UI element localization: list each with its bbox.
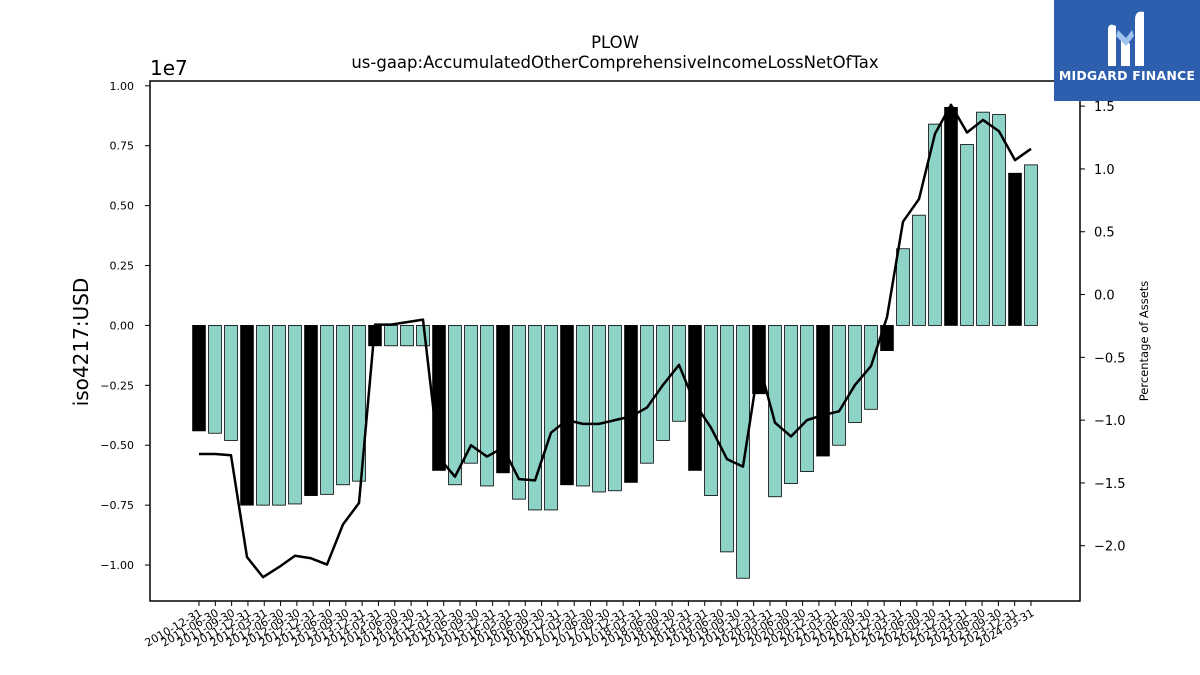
bar: [784, 325, 798, 484]
bar: [768, 325, 782, 498]
y-offset-label: 1e7: [150, 56, 188, 80]
y-tick-label: 0.00: [110, 319, 135, 332]
y-tick-label: 0.25: [110, 260, 135, 273]
y2-tick-label: −1.0: [1094, 414, 1126, 429]
bar: [336, 325, 350, 486]
y2-tick-label: 1.0: [1094, 163, 1115, 178]
bar: [512, 325, 526, 500]
y-tick-label: −0.75: [100, 499, 134, 512]
bar: [832, 325, 846, 446]
bar: [896, 248, 910, 326]
bar: [400, 325, 414, 347]
y-tick-label: 0.75: [110, 140, 135, 153]
bar: [224, 325, 238, 441]
bar: [352, 325, 366, 482]
logo-text: MIDGARD FINANCE: [1058, 68, 1196, 83]
bar: [992, 114, 1006, 326]
bar: [816, 325, 830, 457]
bar: [800, 325, 814, 473]
bar: [640, 325, 654, 464]
series-line: [199, 103, 1032, 579]
y2-axis-label: Percentage of Assets: [1137, 281, 1151, 402]
bar: [736, 325, 750, 579]
line-layer: [199, 103, 1032, 579]
bar: [592, 325, 606, 493]
bars: [192, 106, 1038, 579]
bar: [560, 325, 574, 486]
bar: [448, 325, 462, 486]
bar: [912, 214, 926, 326]
y2-tick-label: 1.5: [1094, 100, 1115, 115]
bar: [496, 325, 510, 474]
y2-tick-label: −2.0: [1094, 540, 1126, 555]
axes: [149, 80, 1081, 602]
bar: [288, 325, 302, 505]
logo: MIDGARD FINANCE: [1054, 0, 1200, 101]
bar: [480, 325, 494, 487]
bar: [256, 325, 270, 506]
y2-axis-ticks: −2.0 −1.5 −1.0 −0.5 0.0 0.5 1.0 1.5: [1080, 100, 1126, 555]
bar: [576, 325, 590, 487]
y-tick-label: −1.00: [100, 559, 134, 572]
bar: [192, 325, 206, 432]
bar: [384, 325, 398, 347]
bar: [928, 123, 942, 326]
y-tick-label: 1.00: [110, 80, 135, 93]
y2-tick-label: 0.0: [1094, 289, 1115, 304]
bar: [240, 325, 254, 506]
y2-tick-label: 0.5: [1094, 226, 1115, 241]
x-axis-ticks: 2010-12-312011-06-302011-09-302011-12-31…: [143, 601, 1037, 650]
bar: [528, 325, 542, 511]
y-tick-label: 0.50: [110, 200, 135, 213]
y-axis-ticks: −1.00 −0.75 −0.50 −0.25 0.00 0.25 0.50 0.75 1.00: [100, 80, 150, 572]
y-axis-label: iso4217:USD: [69, 278, 93, 407]
bar: [272, 325, 286, 506]
bar: [1008, 172, 1022, 326]
bar: [608, 325, 622, 492]
bar: [960, 144, 974, 326]
bar: [304, 325, 318, 496]
chart-title: PLOW: [591, 33, 639, 52]
bar: [704, 325, 718, 496]
logo-mark-icon: [1108, 11, 1144, 67]
bar: [720, 325, 734, 553]
y-tick-label: −0.25: [100, 379, 134, 392]
bar: [848, 325, 862, 423]
plot-frame: [149, 80, 1081, 602]
y-tick-label: −0.50: [100, 439, 134, 452]
bar: [944, 106, 958, 326]
bar: [688, 325, 702, 471]
bar: [208, 325, 222, 434]
bar: [544, 325, 558, 511]
chart-subtitle: us-gaap:AccumulatedOtherComprehensiveInc…: [351, 53, 879, 72]
bar: [1024, 164, 1038, 326]
bar: [976, 111, 990, 326]
bar: [624, 325, 638, 483]
y2-tick-label: −1.5: [1094, 477, 1126, 492]
bar: [656, 325, 670, 441]
bar: [320, 325, 334, 495]
bar: [464, 325, 478, 464]
y2-tick-label: −0.5: [1094, 351, 1126, 366]
